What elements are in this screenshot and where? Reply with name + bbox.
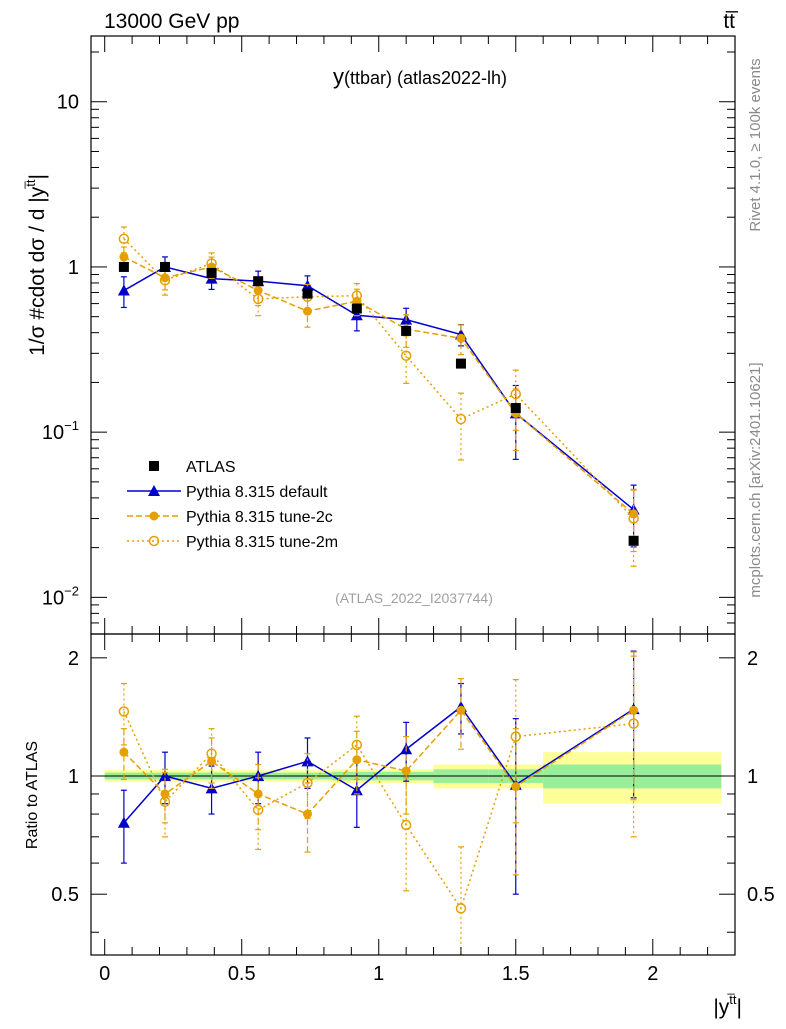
series-2-point [456, 333, 466, 343]
ratio-tick-label-right: 2 [747, 648, 758, 670]
series-3-ratio-line [123, 711, 634, 911]
series-1-ratio-point [158, 770, 171, 782]
series-3-point [118, 233, 130, 245]
atlas-data-point [401, 325, 412, 336]
series-2-ratio-line [123, 709, 635, 815]
y-tick-label: 10−2 [42, 583, 79, 609]
ratio-tick-label-left: 2 [68, 648, 79, 670]
x-axis-label: |yt̅t| [713, 992, 742, 1019]
ratio-tick-label-left: 1 [68, 766, 79, 788]
plot-title-main: y [333, 64, 344, 89]
x-axis-label-text: |y [713, 996, 729, 1019]
series-2-ratio-point [629, 705, 639, 715]
ratio-panel-frame [90, 633, 736, 956]
panel-frames [90, 35, 736, 956]
series-2-line [123, 256, 635, 515]
legend: ATLAS Pythia 8.315 default Pythia 8.315 tu… [127, 459, 338, 551]
x-tick-label: 0 [99, 963, 110, 985]
ratio-tick-label-right: 0.5 [747, 884, 775, 906]
x-axis-label-sup: t̅t [727, 992, 737, 1007]
series-3-point [252, 293, 264, 305]
axis-ticks [91, 36, 735, 955]
series-3-ratio-point [252, 804, 264, 816]
series-1-ratio-line [123, 705, 635, 824]
series-3-ratio-point [159, 796, 171, 807]
series-3-ratio-point [118, 706, 130, 717]
series-1-line [123, 266, 635, 511]
series-3-ratio-point [455, 903, 467, 914]
series-1-point [117, 284, 130, 296]
ratio-tick-label-right: 1 [747, 766, 758, 788]
series-3-ratio-point [206, 748, 217, 759]
atlas-data-point [118, 261, 129, 272]
series-3-point [510, 388, 522, 400]
atlas-data-point [302, 288, 313, 299]
header-right-label: tt̅ [723, 10, 739, 33]
x-tick-label: 2 [647, 963, 658, 985]
atlas-data-point [206, 267, 217, 278]
atlas-data-point [159, 261, 170, 272]
atlas-data-point [628, 535, 639, 546]
series-2-ratio-point [352, 755, 362, 765]
series-1-ratio-point [117, 816, 130, 828]
header-left-label: 13000 GeV pp [104, 10, 239, 33]
x-axis-label-end: | [737, 996, 742, 1019]
series-2-ratio-point [119, 747, 129, 757]
series-3-point [351, 290, 363, 301]
series-1-point [350, 309, 363, 321]
legend-entry-4-marker [148, 535, 160, 547]
legend-entry-2-marker [148, 485, 160, 496]
legend-entry-2-label: Pythia 8.315 default [186, 484, 328, 501]
rivet-label: Rivet 4.1.0, ≥ 100k events [747, 58, 764, 231]
series-2-point [119, 252, 129, 262]
y-tick-label: 1 [68, 257, 79, 279]
atlas-data-point [455, 358, 466, 369]
main-panel-series [117, 226, 640, 567]
atlas-data-point [510, 403, 521, 414]
series-3-ratio-point [628, 718, 639, 729]
axis-tick-labels: 0 0.5 1 1.5 2 10−2 10−1 1 10 0.5 0.5 1 1 2 2 [42, 92, 775, 985]
x-tick-label: 0.5 [228, 963, 256, 985]
mcplots-label: mcplots.cern.ch [arXiv:2401.10621] [747, 362, 764, 597]
x-tick-label: 1.5 [502, 963, 530, 985]
series-3-point [400, 350, 412, 362]
series-3-ratio-point [510, 731, 522, 742]
x-tick-label: 1 [373, 963, 384, 985]
series-3-point [159, 275, 171, 286]
series-3-ratio-point [302, 777, 313, 789]
atlas-data-point [253, 276, 264, 287]
analysis-id: (ATLAS_2022_I2037744) [335, 590, 493, 606]
series-1-ratio-point [301, 755, 314, 767]
series-3-ratio-point [400, 819, 412, 831]
legend-entry-1-marker [149, 461, 159, 471]
ratio-tick-label-left: 0.5 [51, 884, 79, 906]
y-tick-label: 10−1 [42, 418, 79, 444]
plot-title-sub: (ttbar) (atlas2022-lh) [344, 68, 507, 88]
y-axis-label-end: | [26, 174, 49, 179]
atlas-data-point [351, 303, 362, 314]
ratio-panel-series [117, 650, 640, 956]
y-axis-label-text: 1/σ #cdot dσ / d |y [26, 186, 49, 356]
y-axis-label-sup: t̅t [23, 179, 38, 189]
legend-entry-3-label: Pythia 8.315 tune-2c [186, 509, 333, 526]
series-2-ratio-point [207, 756, 217, 766]
y-axis-label: 1/σ #cdot dσ / d |yt̅t| [23, 174, 49, 356]
ratio-axis-label: Ratio to ATLAS [24, 741, 41, 849]
series-3-ratio-point [351, 739, 363, 751]
y-tick-label: 10 [57, 92, 79, 114]
legend-entry-1-label: ATLAS [186, 459, 236, 476]
series-2-ratio-point [456, 705, 466, 715]
series-3-point [628, 513, 639, 524]
legend-entry-4-label: Pythia 8.315 tune-2m [186, 534, 338, 551]
series-3-line [123, 238, 635, 520]
series-3-point [455, 413, 467, 425]
plot-title: y(ttbar) (atlas2022-lh) [333, 64, 507, 89]
series-2-ratio-point [401, 766, 411, 776]
legend-entry-3-marker [149, 511, 159, 521]
